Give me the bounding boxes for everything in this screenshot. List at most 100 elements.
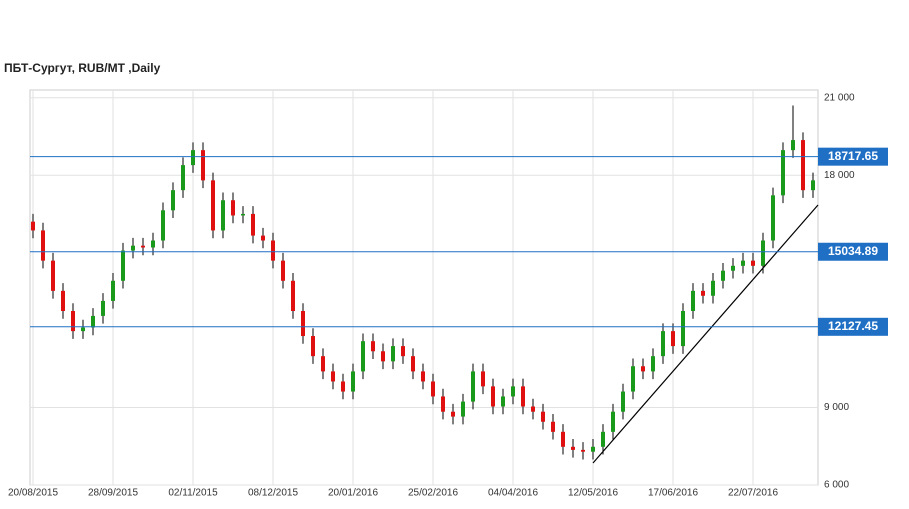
candle-body bbox=[691, 290, 695, 311]
candle-body bbox=[601, 431, 605, 447]
candle-body bbox=[701, 290, 705, 296]
candle-body bbox=[361, 341, 365, 372]
level-label-box bbox=[818, 242, 888, 261]
candle-body bbox=[101, 300, 105, 316]
candle-body bbox=[181, 165, 185, 191]
candle-body bbox=[301, 310, 305, 337]
candle-body bbox=[241, 213, 245, 216]
x-tick-label: 28/09/2015 bbox=[88, 488, 138, 499]
x-tick-label: 04/04/2016 bbox=[488, 488, 538, 499]
candle-body bbox=[481, 371, 485, 387]
candle-body bbox=[91, 315, 95, 328]
candle-body bbox=[381, 351, 385, 362]
x-tick-label: 17/06/2016 bbox=[648, 488, 698, 499]
candle-body bbox=[341, 381, 345, 392]
level-label: 18717.65 bbox=[828, 149, 878, 163]
candle-body bbox=[61, 290, 65, 311]
candle-body bbox=[771, 195, 775, 241]
candle-body bbox=[721, 270, 725, 281]
candle-body bbox=[561, 431, 565, 447]
candle-body bbox=[71, 310, 75, 332]
candle-body bbox=[51, 260, 55, 291]
trend-line bbox=[592, 204, 819, 464]
candle-body bbox=[541, 411, 545, 422]
x-tick-label: 20/08/2015 bbox=[8, 488, 58, 499]
candle-body bbox=[451, 411, 455, 417]
candle-body bbox=[351, 371, 355, 392]
candle-body bbox=[581, 449, 585, 452]
candle-body bbox=[111, 280, 115, 301]
chart-title: ПБТ-Сургут, RUB/MT ,Daily bbox=[4, 61, 161, 75]
candle-body bbox=[591, 446, 595, 452]
candle-body bbox=[781, 150, 785, 196]
candle-body bbox=[211, 180, 215, 231]
candle-body bbox=[741, 260, 745, 266]
candle-body bbox=[421, 371, 425, 382]
candle-body bbox=[551, 421, 555, 432]
candle-body bbox=[791, 140, 795, 151]
candle-body bbox=[811, 180, 815, 191]
candle-body bbox=[501, 396, 505, 407]
candle-body bbox=[401, 346, 405, 357]
level-label-box bbox=[818, 317, 888, 336]
candle-body bbox=[411, 356, 415, 372]
x-tick-label: 12/05/2016 bbox=[568, 488, 618, 499]
candle-body bbox=[641, 366, 645, 372]
candle-body bbox=[271, 240, 275, 261]
candle-body bbox=[621, 391, 625, 412]
y-tick-label: 6 000 bbox=[824, 480, 849, 491]
candle-body bbox=[231, 200, 235, 216]
candle-body bbox=[461, 401, 465, 417]
candle-body bbox=[311, 336, 315, 357]
y-tick-label: 18 000 bbox=[824, 170, 855, 181]
candle-body bbox=[611, 411, 615, 432]
candle-body bbox=[391, 346, 395, 362]
y-tick-label: 9 000 bbox=[824, 402, 849, 413]
candle-body bbox=[131, 245, 135, 251]
candle-body bbox=[661, 331, 665, 357]
candle-body bbox=[151, 240, 155, 248]
plot-frame bbox=[29, 89, 819, 486]
candle-body bbox=[141, 245, 145, 248]
candle-body bbox=[121, 250, 125, 281]
x-tick-label: 25/02/2016 bbox=[408, 488, 458, 499]
candle-body bbox=[31, 221, 35, 231]
candle-body bbox=[221, 200, 225, 231]
candle-body bbox=[201, 150, 205, 181]
candle-body bbox=[731, 265, 735, 271]
level-label: 12127.45 bbox=[828, 319, 878, 333]
candle-body bbox=[521, 386, 525, 407]
candle-body bbox=[651, 356, 655, 372]
candle-body bbox=[291, 280, 295, 311]
y-tick-label: 21 000 bbox=[824, 92, 855, 103]
x-tick-label: 08/12/2015 bbox=[248, 488, 298, 499]
candle-body bbox=[711, 280, 715, 296]
candle-body bbox=[191, 150, 195, 166]
candle-body bbox=[161, 210, 165, 241]
candle-body bbox=[761, 240, 765, 266]
candle-body bbox=[431, 381, 435, 397]
candle-body bbox=[631, 366, 635, 392]
candle-body bbox=[321, 356, 325, 372]
candle-body bbox=[441, 396, 445, 412]
level-label-box bbox=[818, 147, 888, 166]
candle-body bbox=[671, 331, 675, 347]
candle-body bbox=[331, 371, 335, 382]
candle-body bbox=[261, 235, 265, 241]
candle-body bbox=[371, 341, 375, 352]
candle-body bbox=[491, 386, 495, 407]
candle-body bbox=[751, 260, 755, 266]
x-tick-label: 22/07/2016 bbox=[728, 488, 778, 499]
candle-body bbox=[471, 371, 475, 402]
candle-body bbox=[571, 446, 575, 450]
candle-body bbox=[801, 140, 805, 191]
x-tick-label: 20/01/2016 bbox=[328, 488, 378, 499]
x-tick-label: 02/11/2015 bbox=[168, 488, 218, 499]
candle-body bbox=[681, 310, 685, 347]
candle-body bbox=[281, 260, 285, 281]
candle-body bbox=[171, 190, 175, 211]
level-label: 15034.89 bbox=[828, 244, 878, 258]
candle-body bbox=[81, 327, 85, 332]
candle-body bbox=[251, 213, 255, 236]
